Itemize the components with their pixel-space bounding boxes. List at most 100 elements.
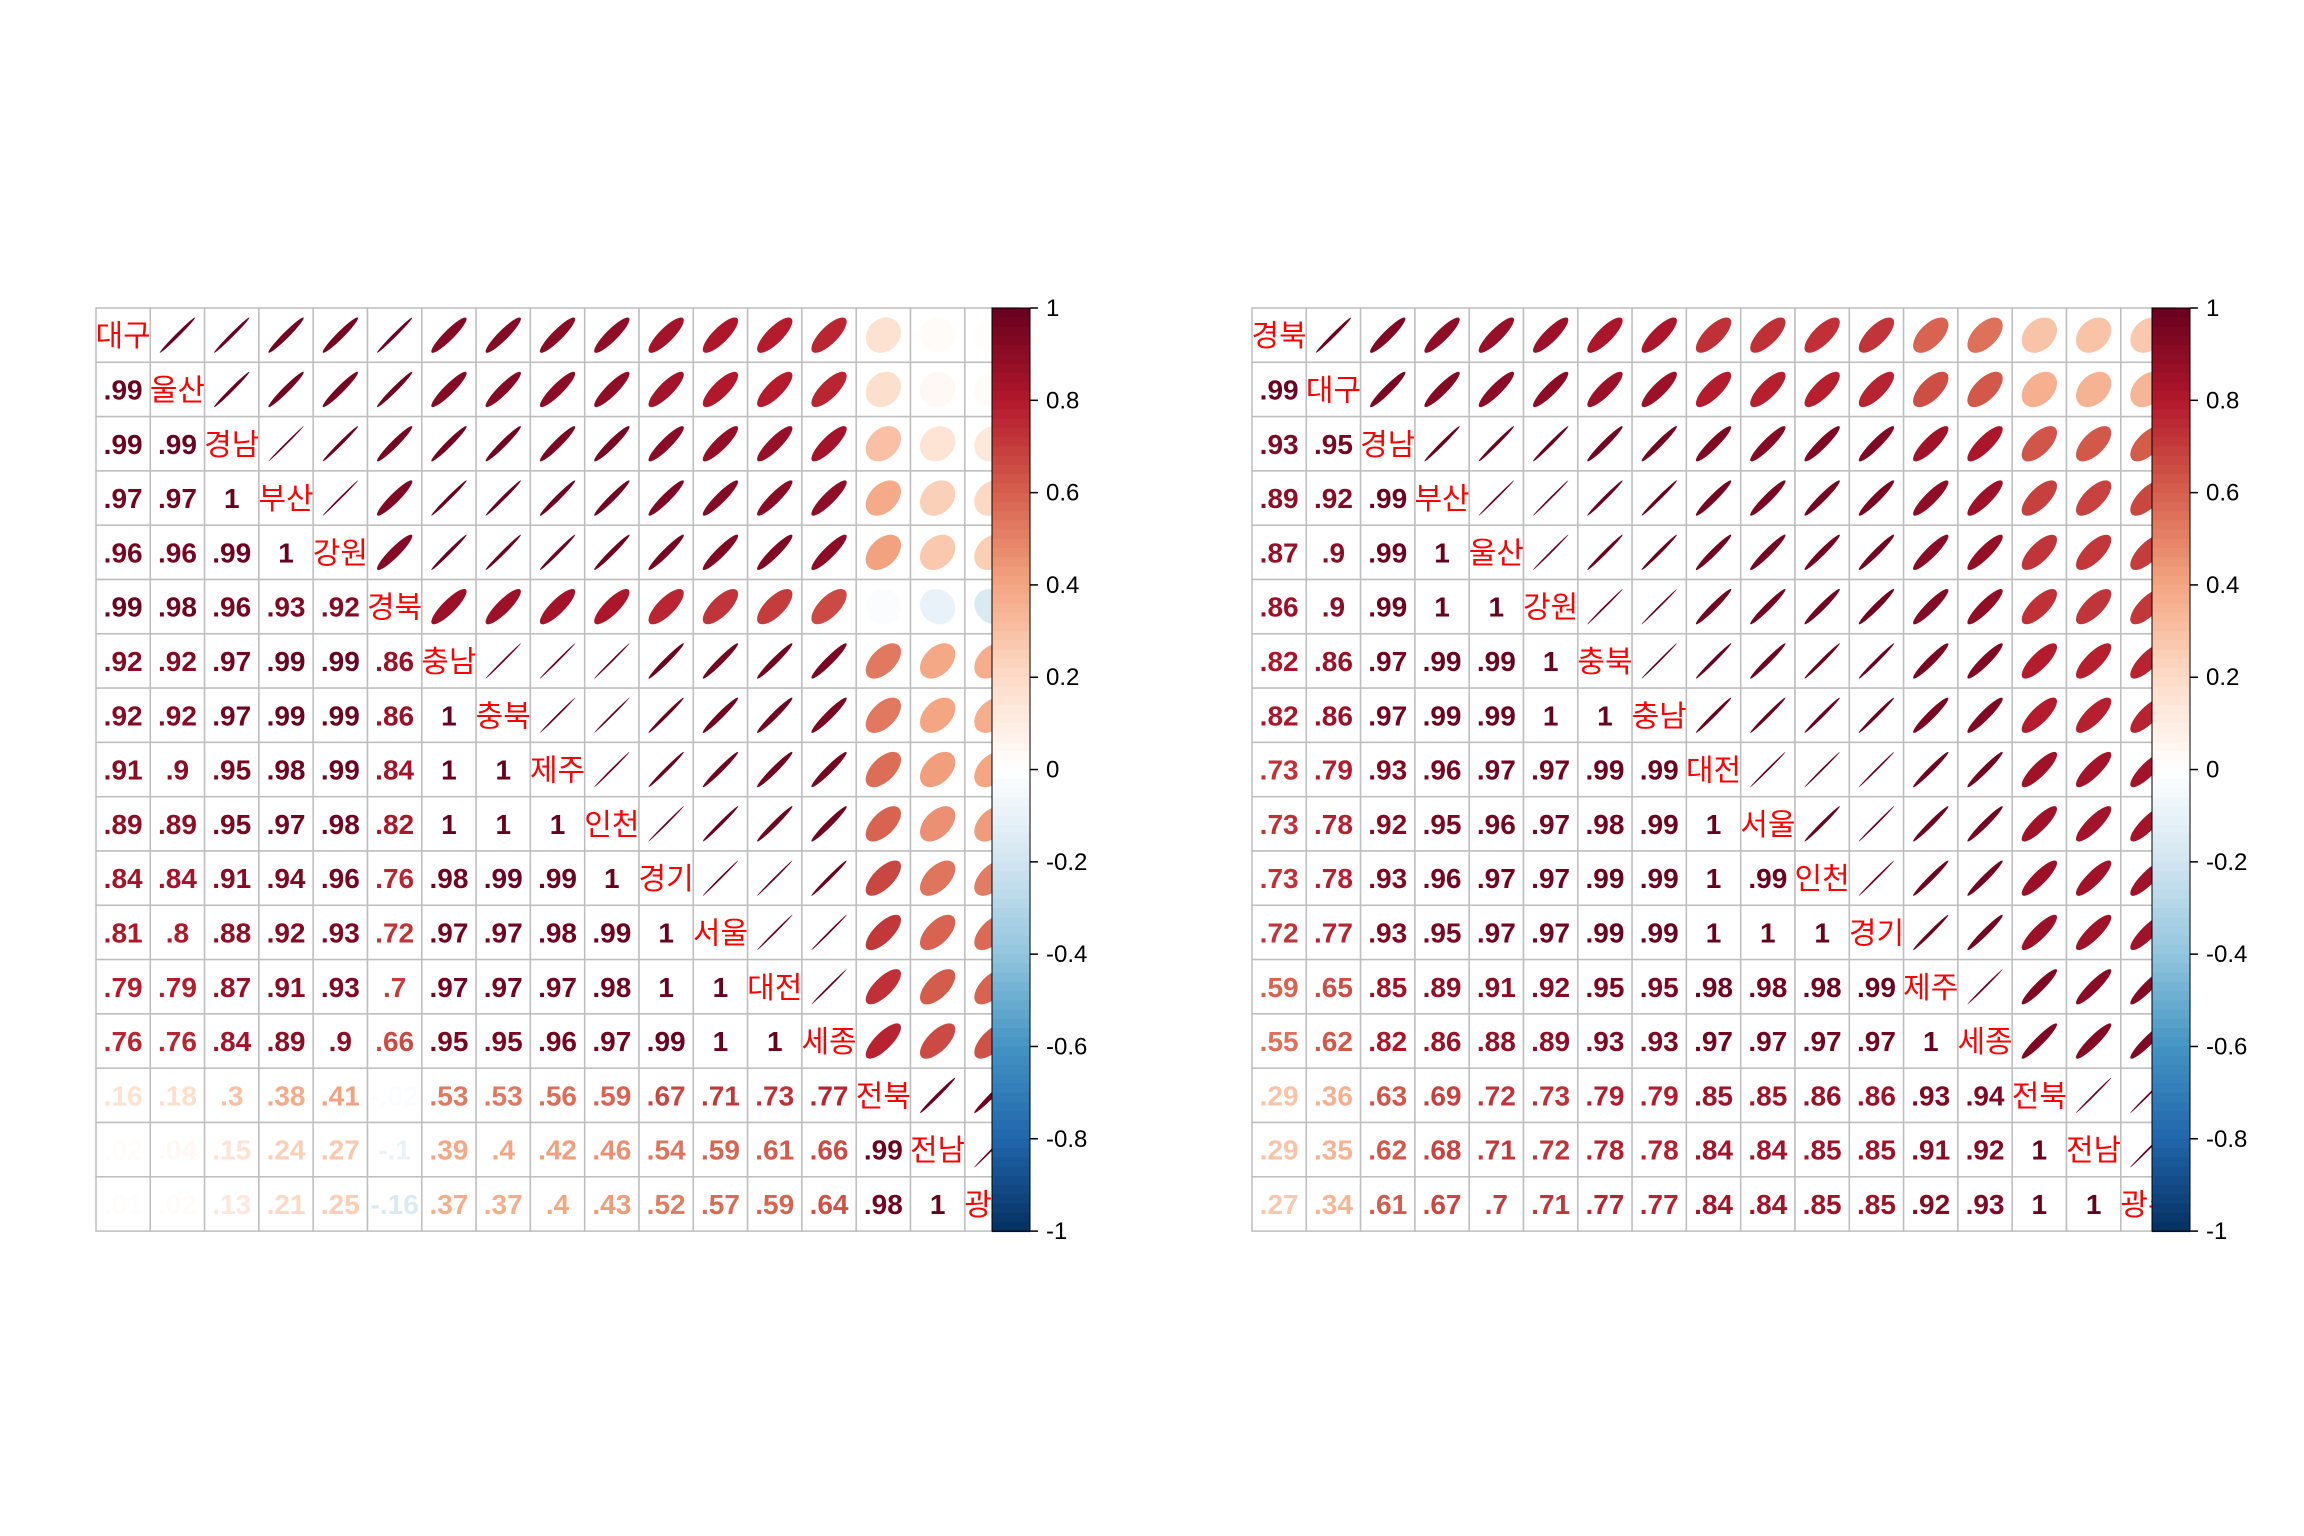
correlation-ellipse [1532,371,1569,408]
colorbar-segment [992,861,1030,873]
correlation-ellipse [214,317,250,353]
colorbar-segment [992,363,1030,374]
correlation-ellipse [702,426,739,462]
grid-cell [1631,958,1688,1015]
grid-cell [1685,795,1742,852]
correlation-ellipse [1641,588,1677,625]
correlation-value: .93 [321,917,360,948]
grid-cell [1957,415,2013,472]
colorbar-segment [2152,889,2190,900]
correlation-value: .67 [647,1080,686,1111]
colorbar-segment [992,437,1030,448]
colorbar-segment [2152,797,2190,808]
grid-cell [1848,1176,1905,1232]
correlation-value: .91 [104,755,143,786]
colorbar-segment [2152,372,2190,383]
correlation-ellipse [1858,317,1895,353]
colorbar-segment [2152,1064,2190,1076]
grid-cell [855,1067,912,1124]
correlation-value: .97 [1748,1026,1787,1057]
colorbar-segment [992,723,1030,734]
colorbar-segment [992,769,1030,780]
correlation-value: .82 [1260,646,1299,677]
correlation-ellipse [159,317,196,353]
correlation-ellipse [648,371,684,408]
colorbar-tick-label: -1 [1046,1218,1067,1245]
correlation-value: .27 [321,1135,360,1166]
grid-cell [1359,904,1416,961]
correlation-ellipse [1641,317,1677,353]
grid-cell [1685,958,1742,1015]
colorbar-segment [2152,1046,2190,1057]
correlation-ellipse [919,426,956,462]
grid-cell [1251,578,1308,635]
grid-cell [1251,1013,1308,1069]
correlation-value: .43 [592,1189,631,1220]
grid-cell [203,958,260,1015]
correlation-value: .97 [1694,1026,1733,1057]
colorbar-segment [2152,695,2190,706]
correlation-value: .84 [104,863,143,894]
correlation-ellipse [919,371,956,408]
grid-cell [529,1067,586,1124]
correlation-value: .79 [1640,1080,1679,1111]
colorbar-segment [992,695,1030,706]
correlation-value: .29 [1260,1135,1299,1166]
colorbar-segment [992,409,1030,420]
colorbar-segment [2152,1157,2190,1168]
correlation-ellipse [1858,480,1895,516]
colorbar-segment [992,344,1030,356]
correlation-value: .99 [864,1135,903,1166]
variable-label: 충북 [476,699,531,734]
grid-cell [149,741,206,798]
correlation-value: .72 [1260,917,1299,948]
grid-cell [421,1067,477,1124]
variable-label: 대전 [1686,754,1741,789]
grid-cell [203,850,260,907]
correlation-ellipse [1913,806,1949,842]
correlation-value: .93 [1966,1189,2005,1220]
correlation-ellipse [865,371,902,408]
colorbar-segment [2152,1129,2190,1140]
grid-cell [421,687,477,744]
colorbar-segment [2152,852,2190,863]
correlation-value: 1 [550,809,566,840]
colorbar-segment [992,1157,1030,1168]
grid-cell [1577,1013,1633,1069]
correlation-value: .39 [429,1135,468,1166]
correlation-value: .86 [375,700,414,731]
colorbar-segment [2152,520,2190,531]
variable-label: 인천 [584,808,639,843]
correlation-ellipse [1967,697,2003,733]
colorbar-segment [2152,741,2190,753]
colorbar-segment [2152,455,2190,466]
colorbar-segment [992,584,1030,596]
correlation-ellipse [2075,317,2112,353]
colorbar-segment [992,741,1030,753]
correlation-ellipse [1750,697,1786,733]
correlation-value: 1 [2032,1135,2048,1166]
correlation-value: .97 [484,972,523,1003]
correlation-ellipse [1913,317,1949,353]
correlation-value: .93 [1260,429,1299,460]
correlation-ellipse [919,697,956,733]
correlation-ellipse [811,643,847,679]
colorbar-tick-label: -0.8 [2206,1126,2247,1153]
colorbar-segment [992,1055,1030,1066]
colorbar-segment [2152,668,2190,679]
correlation-value: .99 [321,646,360,677]
variable-label: 대전 [747,971,802,1006]
grid-cell [1305,850,1362,907]
correlation-ellipse [539,480,576,516]
correlation-value: .98 [158,592,197,623]
correlation-value: .87 [1260,537,1299,568]
correlation-value: .8 [166,917,189,948]
correlation-value: .97 [484,917,523,948]
grid-cell [746,1067,803,1124]
correlation-ellipse [2075,371,2112,408]
correlation-value: 1 [1434,592,1450,623]
correlation-ellipse [376,480,413,516]
correlation-value: .99 [592,917,631,948]
correlation-ellipse [1532,317,1569,353]
correlation-ellipse [757,751,793,788]
